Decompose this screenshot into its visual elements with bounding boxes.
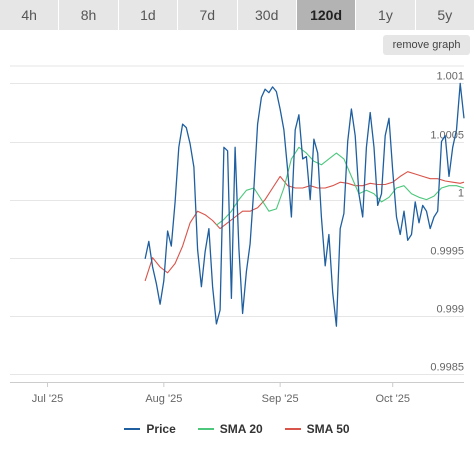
legend-label: Price: [146, 422, 176, 436]
series-line-price: [144, 82, 465, 327]
price-chart: 0.9985 0.999 0.9995 1 1.0005 1.001 Jul '25 Aug…: [10, 65, 465, 405]
y-axis-tick-labels: 0.9985 0.999 0.9995 1 1.0005 1.001: [430, 71, 464, 374]
legend-item-sma-50[interactable]: SMA 50: [284, 422, 350, 436]
legend-item-sma-20[interactable]: SMA 20: [197, 422, 263, 436]
legend-swatch: [197, 428, 214, 430]
x-tick-label: Oct '25: [375, 393, 410, 405]
y-tick-label: 0.9995: [430, 246, 464, 258]
legend-swatch: [284, 428, 301, 430]
series-line-sma-50: [144, 171, 465, 282]
legend-swatch: [124, 428, 141, 430]
remove-graph-button[interactable]: remove graph: [383, 35, 470, 55]
y-tick-label: 1.0005: [430, 130, 464, 142]
x-tick-label: Jul '25: [32, 393, 63, 405]
chart-series: [144, 82, 465, 327]
legend-item-price[interactable]: Price: [124, 422, 176, 436]
x-tick-label: Aug '25: [145, 393, 182, 405]
y-tick-label: 0.999: [436, 304, 464, 316]
legend-label: SMA 50: [306, 422, 350, 436]
series-line-sma-20: [216, 146, 465, 226]
y-tick-label: 1: [458, 188, 464, 200]
tab-1d[interactable]: 1d: [118, 0, 179, 30]
tab-1y[interactable]: 1y: [356, 0, 416, 30]
tab-5y[interactable]: 5y: [415, 0, 474, 30]
tab-4h[interactable]: 4h: [0, 0, 60, 30]
tab-8h[interactable]: 8h: [59, 0, 119, 30]
tab-30d[interactable]: 30d: [237, 0, 297, 30]
y-tick-label: 0.9985: [430, 362, 464, 374]
chart-grid: [10, 65, 464, 387]
x-tick-label: Sep '25: [262, 393, 299, 405]
tab-7d[interactable]: 7d: [178, 0, 238, 30]
time-range-tabs: 4h 8h 1d 7d 30d 120d 1y 5y: [0, 0, 474, 30]
legend-label: SMA 20: [219, 422, 263, 436]
chart-legend: Price SMA 20 SMA 50: [0, 419, 474, 439]
y-tick-label: 1.001: [436, 71, 464, 83]
x-axis-tick-labels: Jul '25 Aug '25 Sep '25 Oct '25: [32, 393, 410, 405]
tab-120d[interactable]: 120d: [296, 0, 357, 30]
